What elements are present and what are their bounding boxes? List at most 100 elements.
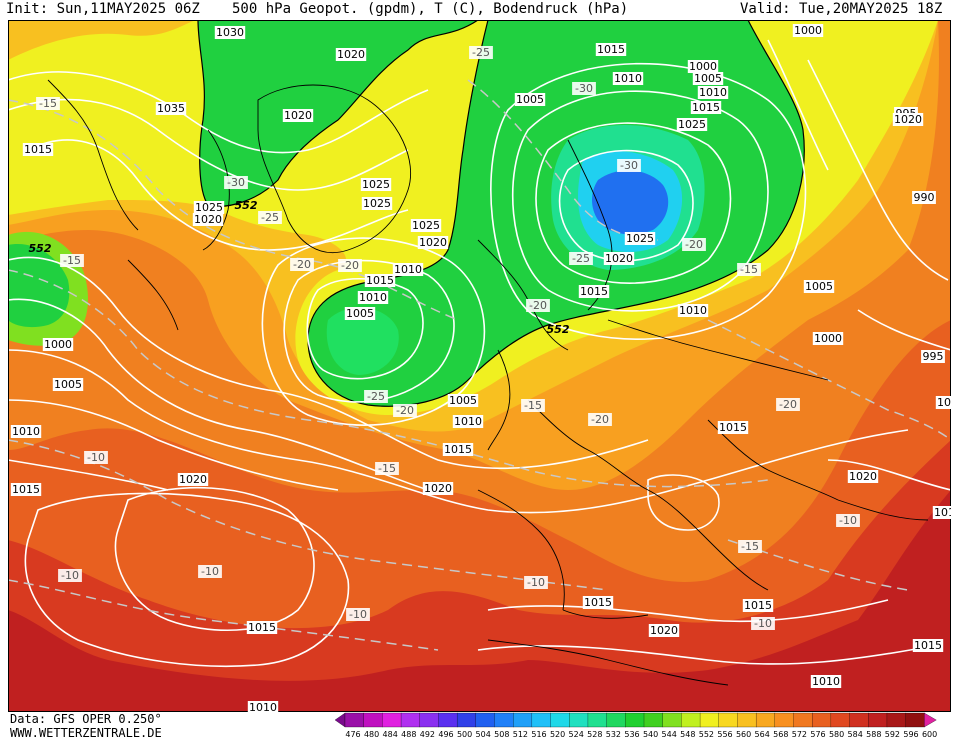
- temperature-label: -10: [58, 569, 82, 582]
- svg-text:1020: 1020: [337, 48, 365, 61]
- svg-text:990: 990: [914, 191, 935, 204]
- temperature-label: -30: [572, 82, 596, 95]
- color-scale-cell: [718, 712, 738, 728]
- pressure-label: 1010: [612, 72, 644, 85]
- color-scale-tick: 548: [680, 730, 696, 739]
- svg-text:1010: 1010: [249, 701, 277, 712]
- pressure-label: 1010: [935, 396, 951, 409]
- pressure-label: 1035: [155, 102, 187, 115]
- svg-text:1020: 1020: [194, 213, 222, 226]
- color-scale-tick: 576: [810, 730, 826, 739]
- color-scale-cell: [587, 712, 608, 728]
- svg-text:1015: 1015: [597, 43, 625, 56]
- svg-text:1015: 1015: [719, 421, 747, 434]
- temperature-label: -25: [258, 211, 282, 224]
- svg-text:-10: -10: [349, 608, 367, 621]
- temperature-label: -20: [588, 413, 612, 426]
- pressure-label: 1010: [357, 291, 389, 304]
- color-scale-tick: 508: [494, 730, 510, 739]
- pressure-label: 1005: [52, 378, 84, 391]
- field-green-greenland: [198, 20, 478, 207]
- pressure-label: 1025: [410, 219, 442, 232]
- svg-text:-10: -10: [527, 576, 545, 589]
- pressure-label: 1020: [603, 252, 635, 265]
- svg-text:1015: 1015: [692, 101, 720, 114]
- temperature-label: -15: [60, 254, 84, 267]
- pressure-label: 1015: [22, 143, 54, 156]
- pressure-label: 1005: [803, 280, 835, 293]
- color-scale-tick: 528: [587, 730, 603, 739]
- color-scale-cell: [793, 712, 813, 728]
- svg-text:1015: 1015: [248, 621, 276, 634]
- color-scale-cell: [475, 712, 495, 728]
- svg-text:1025: 1025: [362, 178, 390, 191]
- pressure-label: 1000: [792, 24, 824, 37]
- svg-text:1015: 1015: [914, 639, 942, 652]
- pressure-label: 1000: [812, 332, 844, 345]
- temperature-label: -20: [393, 404, 417, 417]
- temperature-label: -10: [198, 565, 222, 578]
- color-scale-tick: 584: [847, 730, 863, 739]
- svg-text:1010: 1010: [12, 425, 40, 438]
- color-scale-ticks: 476 480 484 488 492 496 500 504 508 512 516 520 524 5…: [345, 730, 945, 741]
- pressure-label: 1015: [742, 599, 774, 612]
- color-scale-tick: 580: [828, 730, 845, 739]
- svg-text:1015: 1015: [580, 285, 608, 298]
- geopotential-labels: 552 552 552: [29, 199, 570, 336]
- pressure-label: 1015: [364, 274, 396, 287]
- svg-text:-30: -30: [227, 176, 245, 189]
- temperature-labels: -15-25-30-30-25-20 -20-15-20-25-20-30-20-…: [36, 46, 860, 630]
- svg-text:1005: 1005: [805, 280, 833, 293]
- color-scale-cell: [569, 712, 589, 728]
- pressure-label: 1020: [417, 236, 449, 249]
- pressure-label: 1010: [677, 304, 709, 317]
- temperature-label: -10: [346, 608, 370, 621]
- pressure-label: 1010: [810, 675, 842, 688]
- color-scale-tick: 556: [717, 730, 733, 739]
- color-scale-cell: [886, 712, 907, 728]
- svg-text:-15: -15: [740, 263, 758, 276]
- color-scale-cell: [382, 712, 402, 728]
- svg-text:-20: -20: [685, 238, 703, 251]
- pressure-label: 1015: [690, 101, 722, 114]
- pressure-label: 1015: [582, 596, 614, 609]
- color-scale-tick: 500: [456, 730, 473, 739]
- color-scale-cell: [699, 712, 720, 728]
- color-scale-tick: 568: [773, 730, 789, 739]
- svg-text:-15: -15: [39, 97, 57, 110]
- pressure-label: 1015: [578, 285, 610, 298]
- svg-text:1015: 1015: [584, 596, 612, 609]
- color-scale-cell: [924, 712, 937, 728]
- svg-text:1025: 1025: [363, 197, 391, 210]
- color-scale-tick: 540: [642, 730, 659, 739]
- geopotential-label: 552: [547, 323, 570, 336]
- color-scale-tick: 552: [698, 730, 715, 739]
- svg-text:1015: 1015: [934, 506, 951, 519]
- svg-text:-20: -20: [591, 413, 609, 426]
- color-scale-cell: [681, 712, 701, 728]
- svg-text:1015: 1015: [444, 443, 472, 456]
- color-scale-cell: [755, 712, 776, 728]
- svg-text:-20: -20: [396, 404, 414, 417]
- color-scale-cell: [550, 712, 570, 728]
- pressure-label: 1005: [514, 93, 546, 106]
- pressure-label: 1025: [624, 232, 656, 245]
- color-scale-tick: 572: [791, 730, 808, 739]
- pressure-label: 1020: [847, 470, 879, 483]
- color-scale-tick: 544: [661, 730, 677, 739]
- temperature-label: -15: [521, 399, 545, 412]
- pressure-label: 1025: [193, 201, 225, 214]
- color-scale-cell: [606, 712, 626, 728]
- temperature-label: -20: [682, 238, 706, 251]
- color-scale-tick: 524: [568, 730, 584, 739]
- geopotential-label: 552: [29, 242, 52, 255]
- color-scale-cell: [812, 712, 832, 728]
- svg-text:1025: 1025: [626, 232, 654, 245]
- pressure-label: 1025: [361, 197, 393, 210]
- color-scale-cell: [662, 712, 682, 728]
- color-scale-tick: 516: [531, 730, 547, 739]
- pressure-label: 1015: [717, 421, 749, 434]
- svg-text:1030: 1030: [216, 26, 244, 39]
- color-scale-cell: [830, 712, 851, 728]
- pressure-label: 1020: [282, 109, 314, 122]
